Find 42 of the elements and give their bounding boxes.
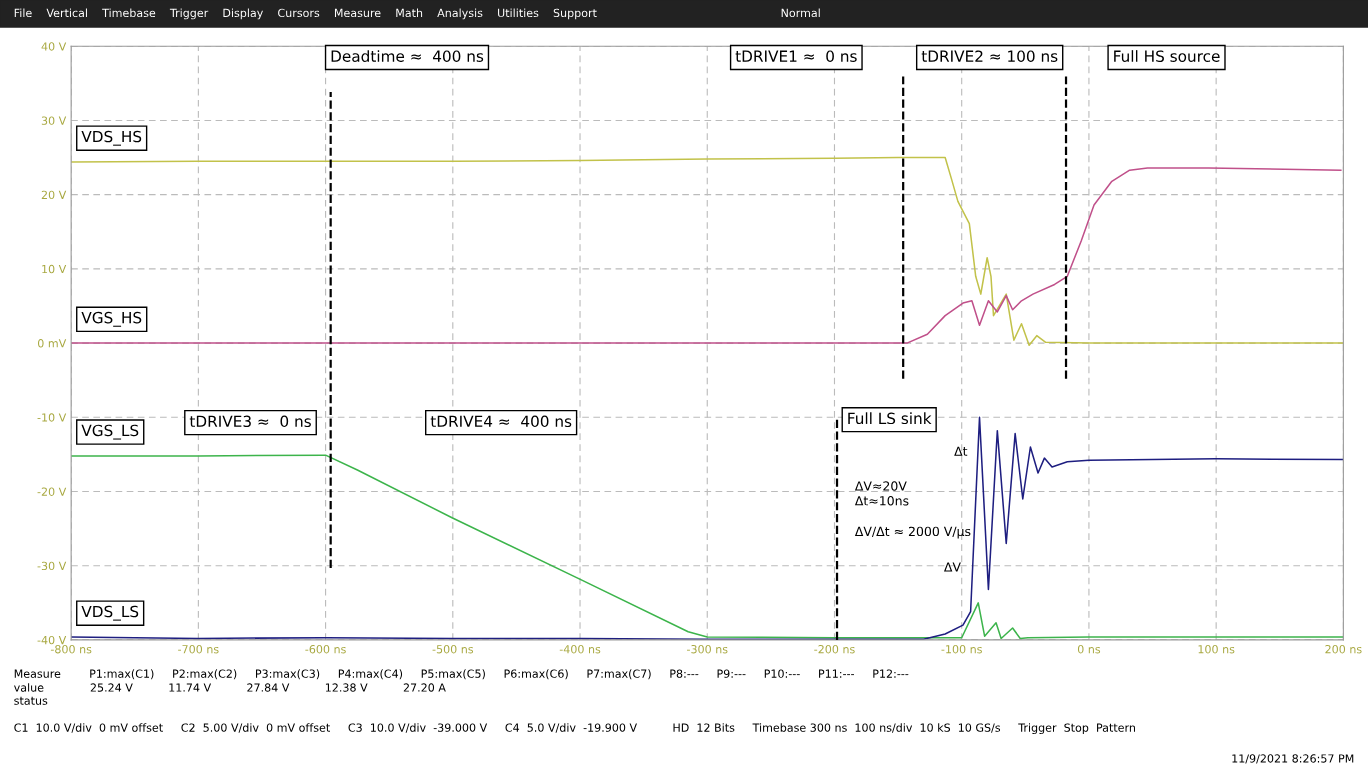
annotation: ΔV/Δt ≈ 2000 V/µs: [854, 526, 971, 539]
annotation: Δt: [954, 446, 968, 456]
x-tick-label: 200 ns: [1325, 644, 1362, 654]
annotation: Full LS sink: [848, 412, 932, 425]
y-tick-label: 40 V: [41, 42, 67, 51]
x-tick-label: -100 ns: [941, 644, 982, 654]
x-tick-label: -300 ns: [687, 644, 728, 654]
annotation: tDRIVE1 ≈ 0 ns: [735, 50, 857, 62]
y-tick-label: -40 V: [37, 635, 67, 645]
series-label: VDS_LS: [81, 605, 139, 621]
text: value 25.24 V 11.74 V 27.84 V 12.38 V 27.20 A: [14, 683, 446, 692]
annotation: tDRIVE2 ≈ 100 ns: [921, 50, 1058, 62]
series-label: VDS_HS: [81, 130, 142, 146]
annotation: ΔV≈20V: [854, 481, 907, 491]
x-tick-label: -200 ns: [814, 644, 855, 654]
x-tick-label: 0 ns: [1077, 644, 1101, 654]
annotation: tDRIVE4 ≈ 400 ns: [430, 415, 572, 428]
y-tick-label: 0 mV: [37, 339, 67, 348]
text: File Vertical Timebase Trigger Display Cursors Measure Math Analysis Utilities Support Normal: [14, 8, 820, 20]
text: status: [14, 696, 48, 705]
y-tick-label: -10 V: [37, 413, 67, 422]
y-tick-label: 10 V: [42, 264, 67, 274]
x-tick-label: -800 ns: [50, 644, 92, 654]
annotation: Δt≈10ns: [854, 496, 909, 506]
y-tick-label: -30 V: [37, 561, 67, 571]
annotation: Deadtime ≈ 400 ns: [331, 50, 484, 62]
x-tick-label: -700 ns: [178, 644, 219, 654]
y-tick-label: -20 V: [37, 487, 67, 496]
text: Measure P1:max(C1) P2:max(C2) P3:max(C3) P4:max(C4) P5:max(C5) P6:max(C6) P7:max(C7) P8:--- P9:--- P10:--- P11:--- P12:---: [14, 669, 909, 680]
x-tick-label: -400 ns: [559, 644, 601, 654]
y-tick-label: 30 V: [41, 116, 67, 125]
annotation: tDRIVE3 ≈ 0 ns: [189, 415, 311, 428]
text: 11/9/2021 8:26:57 PM: [1232, 754, 1354, 764]
y-tick-label: 20 V: [41, 190, 67, 200]
x-tick-label: -500 ns: [432, 644, 474, 654]
series-label: VGS_LS: [81, 424, 139, 440]
annotation: ΔV: [943, 562, 961, 572]
series-label: VGS_HS: [81, 311, 142, 327]
annotation: Full HS source: [1114, 50, 1220, 62]
x-tick-label: 100 ns: [1198, 644, 1235, 654]
text: C1 10.0 V/div 0 mV offset C2 5.00 V/div 0 mV offset C3 10.0 V/div -39.000 V C4 5.0 V/div -19.900 V HD 12 Bits Timebase 300 ns 100 ns/div 10 kS 10 GS/s Trigger Stop Pattern: [14, 723, 1135, 734]
x-tick-label: -600 ns: [305, 644, 346, 654]
